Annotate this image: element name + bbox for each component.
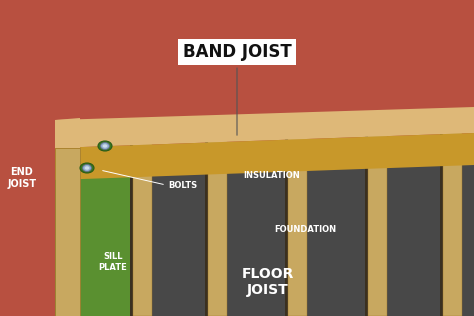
Polygon shape (285, 129, 288, 316)
Polygon shape (285, 122, 307, 129)
Text: INSULATION: INSULATION (244, 171, 301, 179)
Text: FLOOR
JOIST: FLOOR JOIST (242, 267, 294, 297)
Polygon shape (208, 129, 227, 316)
Text: END
JOIST: END JOIST (8, 167, 36, 189)
Text: BAND JOIST: BAND JOIST (182, 43, 292, 135)
Text: SILL
PLATE: SILL PLATE (99, 252, 128, 272)
Ellipse shape (82, 165, 91, 172)
Polygon shape (133, 130, 152, 316)
Polygon shape (55, 118, 80, 148)
Polygon shape (365, 120, 387, 127)
Polygon shape (55, 148, 80, 316)
Ellipse shape (98, 141, 112, 151)
Ellipse shape (102, 144, 108, 148)
Ellipse shape (171, 151, 185, 159)
Polygon shape (55, 148, 130, 316)
Polygon shape (440, 119, 462, 126)
Polygon shape (55, 107, 474, 148)
Polygon shape (440, 126, 443, 316)
Text: BOLTS: BOLTS (168, 180, 197, 190)
Ellipse shape (100, 143, 109, 149)
Polygon shape (368, 125, 387, 316)
Polygon shape (130, 125, 152, 132)
Ellipse shape (84, 166, 90, 170)
Ellipse shape (158, 152, 172, 160)
Text: FOUNDATION: FOUNDATION (274, 226, 336, 234)
Polygon shape (130, 132, 133, 316)
Polygon shape (55, 133, 474, 180)
Polygon shape (443, 124, 462, 316)
Polygon shape (205, 131, 208, 316)
Polygon shape (152, 144, 203, 170)
Ellipse shape (184, 150, 198, 158)
Polygon shape (205, 124, 227, 131)
Ellipse shape (80, 163, 94, 173)
Polygon shape (288, 127, 307, 316)
Polygon shape (55, 146, 128, 176)
Polygon shape (365, 127, 368, 316)
Polygon shape (55, 138, 474, 316)
